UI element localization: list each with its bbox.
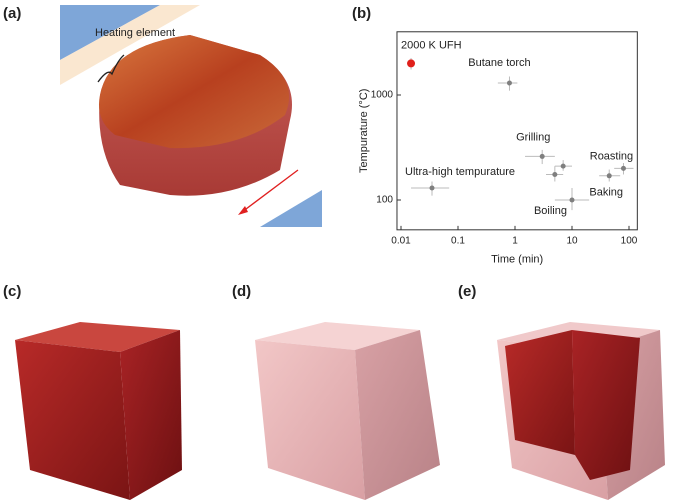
annotation: Heating element bbox=[95, 27, 175, 39]
point bbox=[606, 173, 612, 179]
point bbox=[569, 197, 575, 203]
point-label: Ultra-high tempurature bbox=[405, 166, 515, 178]
cube-top bbox=[15, 322, 180, 352]
point bbox=[552, 171, 558, 177]
point-label: Boiling bbox=[534, 205, 567, 217]
x-tick-label: 0.1 bbox=[451, 235, 465, 246]
cube-front bbox=[15, 340, 130, 500]
point bbox=[620, 165, 626, 171]
point-label: Grilling bbox=[516, 131, 550, 143]
x-tick-label: 10 bbox=[566, 235, 578, 246]
cube-c bbox=[15, 322, 182, 500]
x-tick-label: 100 bbox=[621, 235, 638, 246]
cube-side bbox=[120, 330, 182, 500]
x-tick-label: 1 bbox=[512, 235, 518, 246]
y-tick-label: 100 bbox=[376, 195, 393, 206]
arrow-head bbox=[238, 206, 248, 215]
cube-d bbox=[255, 322, 440, 500]
point-label: Baking bbox=[589, 187, 623, 199]
panel-label: (a) bbox=[3, 5, 21, 22]
y-axis-label: Tempurature (°C) bbox=[358, 89, 370, 173]
point bbox=[429, 185, 435, 191]
cut-side bbox=[572, 330, 640, 480]
point-label: Roasting bbox=[590, 150, 633, 162]
arrow bbox=[241, 169, 299, 213]
panel-label: (c) bbox=[3, 283, 21, 300]
point bbox=[407, 59, 416, 68]
panel-a: Heating element bbox=[60, 5, 322, 227]
point-label: 2000 K UFH bbox=[401, 39, 462, 51]
point bbox=[539, 153, 545, 159]
cut-back bbox=[505, 330, 575, 455]
point bbox=[506, 80, 512, 86]
cube-front bbox=[255, 340, 365, 500]
panel-label: (d) bbox=[232, 283, 251, 300]
point bbox=[560, 163, 566, 169]
x-tick-label: 0.01 bbox=[391, 235, 411, 246]
y-tick-label: 1000 bbox=[371, 90, 394, 101]
chart: 0.01 0.1 1 10 100 100 1000 Time (min) Tempuratur… bbox=[358, 31, 638, 266]
leader-line bbox=[97, 54, 125, 83]
cube-top bbox=[255, 322, 420, 350]
panel-label: (b) bbox=[352, 5, 371, 22]
x-axis-label: Time (min) bbox=[491, 254, 543, 266]
plot-frame bbox=[396, 31, 638, 231]
point-label: Butane torch bbox=[468, 57, 530, 69]
panel-label: (e) bbox=[458, 283, 476, 300]
cube-side bbox=[355, 330, 440, 500]
cube-e bbox=[497, 322, 665, 500]
glow bbox=[60, 5, 200, 85]
steak-top bbox=[99, 35, 290, 149]
